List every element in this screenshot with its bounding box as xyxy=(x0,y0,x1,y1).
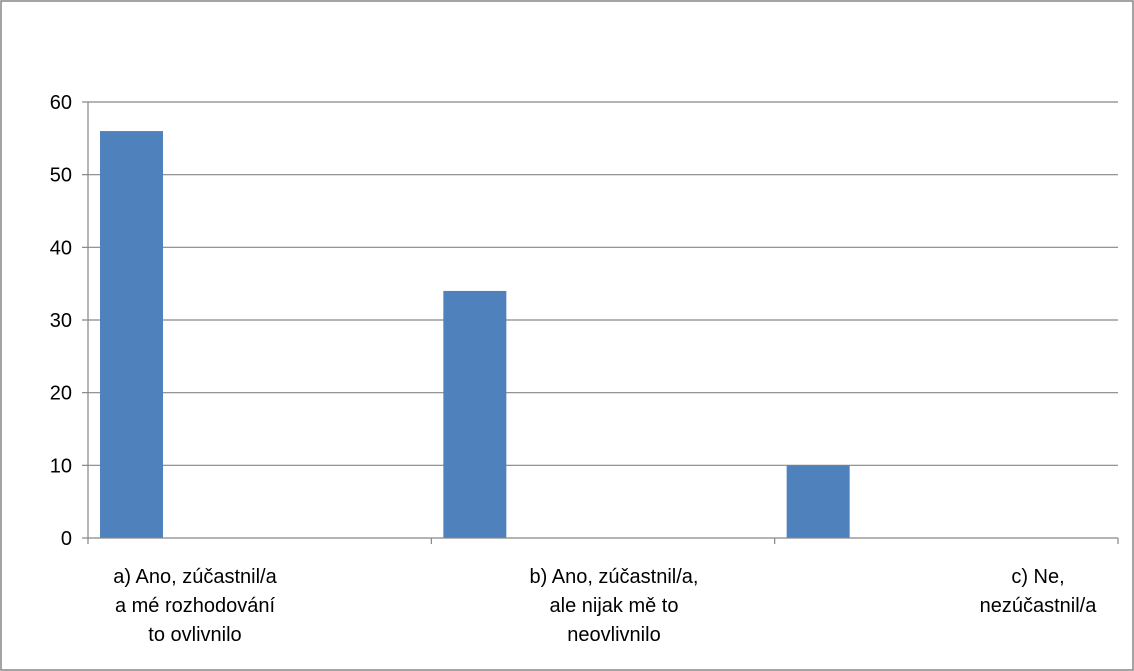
x-category-label-line: nezúčastnil/a xyxy=(980,595,1098,617)
y-tick-label: 0 xyxy=(61,528,72,550)
y-tick-label: 10 xyxy=(50,455,72,477)
bar-1 xyxy=(100,131,163,539)
y-tick-label: 40 xyxy=(50,237,72,259)
x-category-label-line: b) Ano, zúčastnil/a, xyxy=(530,566,699,588)
x-category-label-line: neovlivnilo xyxy=(567,624,660,646)
bar-2 xyxy=(443,290,507,538)
bar-3 xyxy=(786,465,850,538)
gridlines xyxy=(82,101,1118,539)
x-category-label: a) Ano, zúčastnil/a a mé rozhodování to ov… xyxy=(113,566,277,646)
bars xyxy=(100,131,850,539)
x-category-label-line: a) Ano, zúčastnil/a xyxy=(113,566,277,588)
y-tick-labels: 0 10 20 30 40 50 60 xyxy=(50,92,72,550)
x-category-label: c) Ne, nezúčastnil/a xyxy=(980,566,1098,617)
y-tick-label: 60 xyxy=(50,92,72,114)
x-category-label-line: to ovlivnilo xyxy=(148,624,241,646)
y-tick-label: 20 xyxy=(50,383,72,405)
x-category-label-line: c) Ne, xyxy=(1011,566,1064,588)
axes xyxy=(87,102,1119,544)
x-category-label: b) Ano, zúčastnil/a, ale nijak mě to neovl… xyxy=(530,566,699,646)
x-category-label-line: a mé rozhodování xyxy=(115,595,276,617)
y-tick-label: 30 xyxy=(50,310,72,332)
x-category-labels: a) Ano, zúčastnil/a a mé rozhodování to ov… xyxy=(113,566,1097,646)
x-category-label-line: ale nijak mě to xyxy=(550,595,679,617)
y-tick-label: 50 xyxy=(50,165,72,187)
